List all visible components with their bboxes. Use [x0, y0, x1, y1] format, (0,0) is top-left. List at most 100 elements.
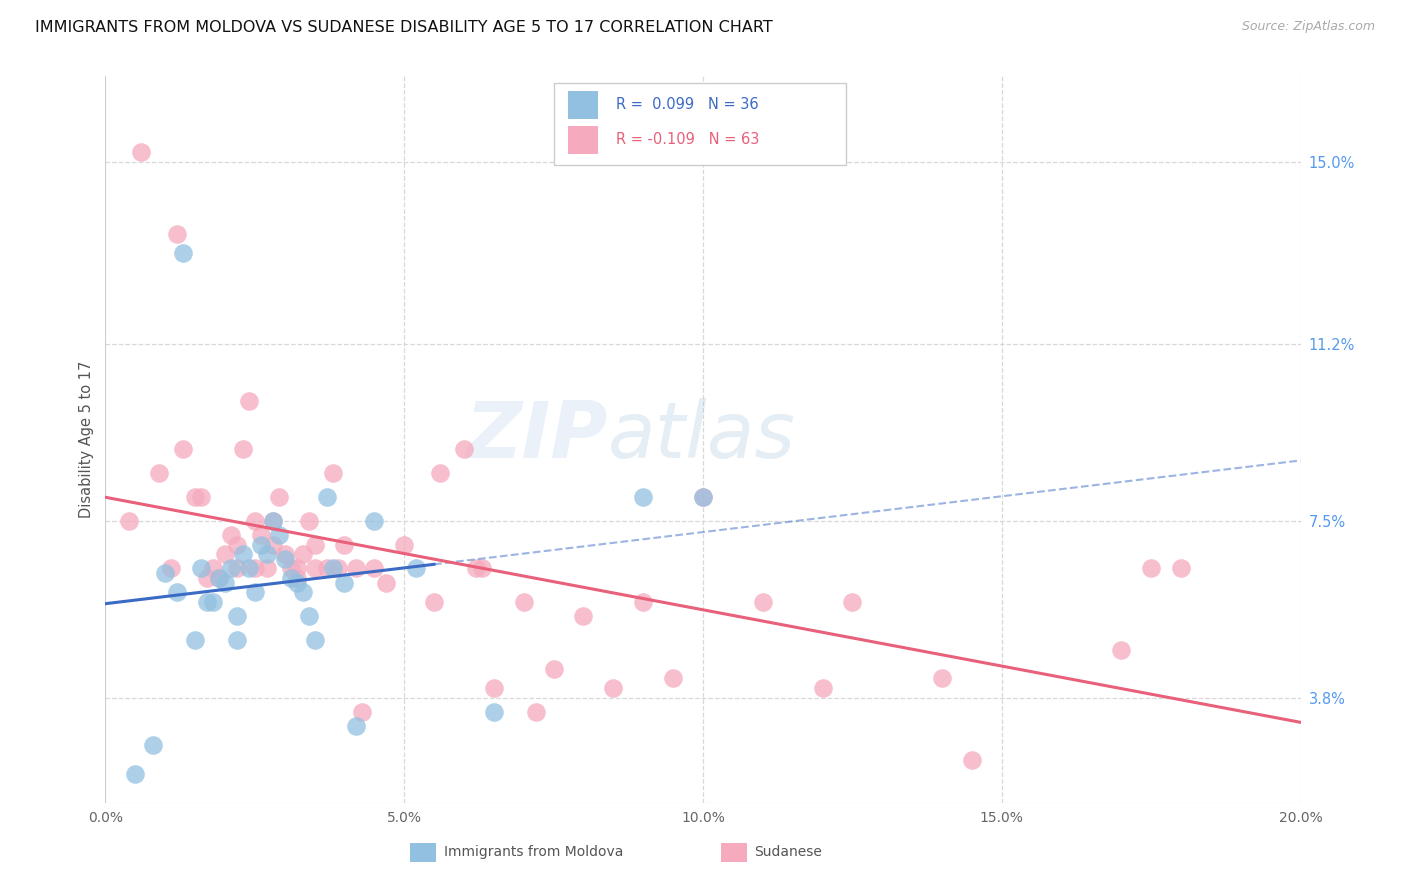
- Point: [602, 681, 624, 695]
- Point: [225, 561, 249, 575]
- Point: [841, 595, 863, 609]
- Point: [172, 245, 194, 260]
- Bar: [568, 126, 598, 153]
- Point: [262, 537, 284, 551]
- Point: [931, 672, 953, 686]
- Point: [321, 561, 344, 575]
- Point: [811, 681, 834, 695]
- Point: [363, 561, 385, 575]
- Point: [160, 561, 183, 575]
- Text: R =  0.099   N = 36: R = 0.099 N = 36: [616, 97, 758, 112]
- Point: [232, 547, 254, 561]
- Point: [166, 227, 188, 241]
- Point: [572, 609, 595, 624]
- Point: [298, 514, 321, 528]
- Point: [751, 595, 773, 609]
- Point: [543, 662, 565, 676]
- Point: [1140, 561, 1163, 575]
- Point: [471, 561, 494, 575]
- Point: [208, 571, 231, 585]
- Point: [124, 767, 146, 781]
- Point: [280, 561, 302, 575]
- Point: [262, 514, 284, 528]
- Text: IMMIGRANTS FROM MOLDOVA VS SUDANESE DISABILITY AGE 5 TO 17 CORRELATION CHART: IMMIGRANTS FROM MOLDOVA VS SUDANESE DISA…: [35, 20, 773, 35]
- Point: [280, 571, 302, 585]
- Point: [375, 575, 398, 590]
- Point: [662, 672, 685, 686]
- Point: [328, 561, 350, 575]
- Point: [214, 547, 236, 561]
- Point: [184, 633, 207, 648]
- Point: [513, 595, 536, 609]
- Point: [346, 719, 368, 733]
- Point: [346, 561, 368, 575]
- Point: [394, 537, 416, 551]
- Point: [129, 145, 153, 160]
- Text: Sudanese: Sudanese: [755, 846, 823, 859]
- Point: [208, 571, 231, 585]
- Point: [692, 490, 714, 504]
- Point: [315, 490, 337, 504]
- Point: [142, 739, 165, 753]
- Point: [291, 585, 314, 599]
- Point: [225, 609, 249, 624]
- Point: [315, 561, 337, 575]
- Point: [633, 490, 655, 504]
- Point: [960, 753, 983, 767]
- Point: [285, 571, 308, 585]
- Point: [195, 595, 218, 609]
- Point: [692, 490, 714, 504]
- Point: [214, 575, 236, 590]
- Point: [232, 442, 254, 456]
- Point: [225, 537, 249, 551]
- Point: [202, 595, 225, 609]
- Point: [195, 571, 218, 585]
- Point: [166, 585, 188, 599]
- Point: [250, 537, 273, 551]
- Point: [423, 595, 446, 609]
- Point: [304, 537, 326, 551]
- Point: [267, 490, 290, 504]
- Point: [202, 561, 225, 575]
- Point: [238, 394, 260, 409]
- Point: [256, 561, 278, 575]
- Text: R = -0.109   N = 63: R = -0.109 N = 63: [616, 132, 759, 147]
- Bar: [568, 91, 598, 119]
- Point: [243, 585, 266, 599]
- Text: ZIP: ZIP: [465, 398, 607, 474]
- Point: [219, 561, 242, 575]
- Point: [482, 705, 505, 719]
- Point: [333, 537, 356, 551]
- Point: [285, 575, 308, 590]
- Point: [118, 514, 141, 528]
- Point: [190, 561, 212, 575]
- Point: [243, 514, 266, 528]
- Point: [321, 466, 344, 480]
- Point: [148, 466, 170, 480]
- Point: [225, 633, 249, 648]
- Point: [256, 547, 278, 561]
- Point: [291, 547, 314, 561]
- Point: [304, 633, 326, 648]
- Point: [304, 561, 326, 575]
- Point: [243, 561, 266, 575]
- Point: [238, 561, 260, 575]
- Point: [429, 466, 451, 480]
- Point: [250, 528, 273, 542]
- Point: [464, 561, 488, 575]
- Point: [262, 514, 284, 528]
- Text: atlas: atlas: [607, 398, 796, 474]
- Point: [298, 609, 321, 624]
- FancyBboxPatch shape: [554, 83, 846, 164]
- Point: [352, 705, 374, 719]
- Point: [482, 681, 505, 695]
- Point: [285, 561, 308, 575]
- Bar: [411, 843, 436, 863]
- Text: Immigrants from Moldova: Immigrants from Moldova: [444, 846, 623, 859]
- Point: [333, 575, 356, 590]
- Point: [524, 705, 547, 719]
- Point: [190, 490, 212, 504]
- Point: [273, 547, 295, 561]
- Y-axis label: Disability Age 5 to 17: Disability Age 5 to 17: [79, 360, 94, 518]
- Point: [219, 528, 242, 542]
